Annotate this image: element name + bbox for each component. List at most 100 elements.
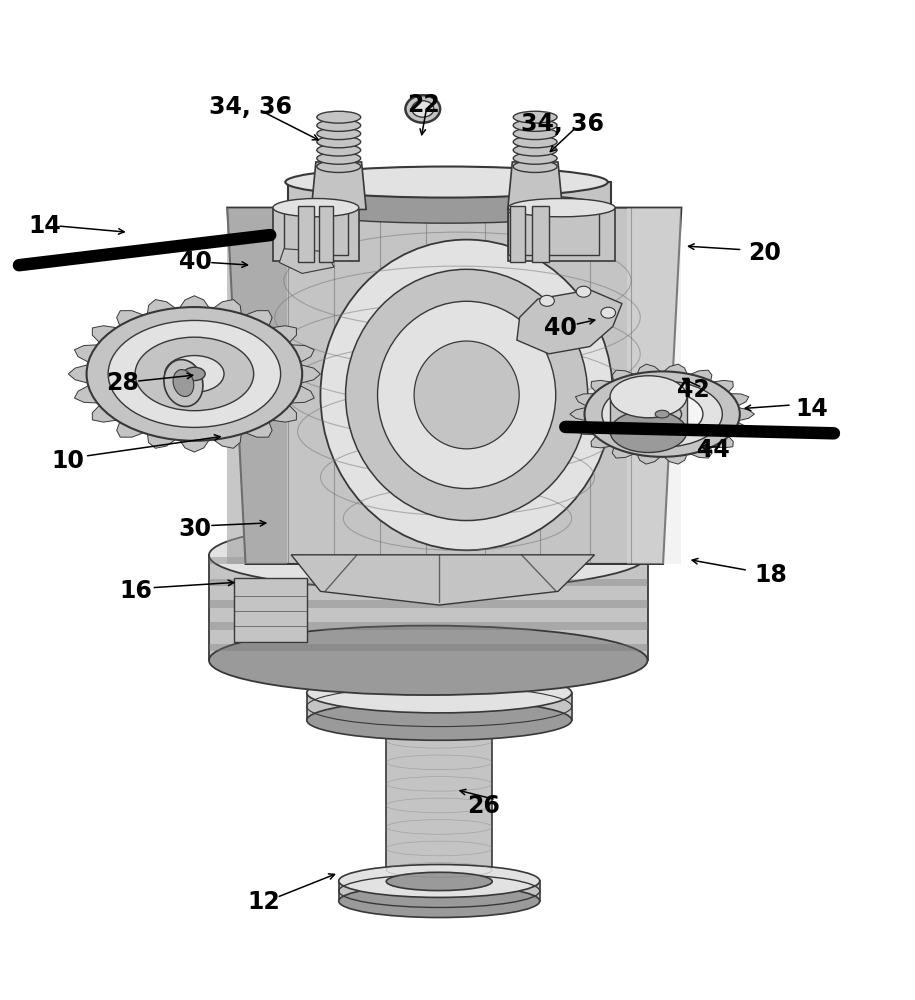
Polygon shape bbox=[508, 212, 599, 255]
Ellipse shape bbox=[540, 295, 554, 306]
Polygon shape bbox=[209, 555, 648, 660]
Ellipse shape bbox=[610, 410, 687, 452]
Polygon shape bbox=[288, 182, 611, 209]
Polygon shape bbox=[178, 438, 210, 452]
Polygon shape bbox=[279, 249, 334, 273]
Ellipse shape bbox=[285, 167, 608, 198]
Ellipse shape bbox=[317, 136, 361, 148]
Text: 42: 42 bbox=[677, 378, 709, 402]
Ellipse shape bbox=[621, 392, 703, 437]
Polygon shape bbox=[662, 364, 688, 375]
Polygon shape bbox=[576, 421, 597, 435]
Polygon shape bbox=[116, 311, 147, 328]
Polygon shape bbox=[74, 345, 102, 364]
Ellipse shape bbox=[317, 119, 361, 131]
Ellipse shape bbox=[513, 128, 557, 140]
Ellipse shape bbox=[405, 95, 440, 123]
Polygon shape bbox=[318, 206, 333, 262]
Polygon shape bbox=[517, 290, 622, 354]
Polygon shape bbox=[297, 206, 314, 262]
Text: 34, 36: 34, 36 bbox=[522, 112, 605, 136]
Polygon shape bbox=[710, 435, 733, 448]
Text: 40: 40 bbox=[178, 250, 211, 274]
Ellipse shape bbox=[317, 152, 361, 164]
Polygon shape bbox=[227, 208, 286, 564]
Ellipse shape bbox=[414, 341, 519, 449]
Polygon shape bbox=[116, 420, 147, 437]
Text: 20: 20 bbox=[748, 241, 780, 265]
Ellipse shape bbox=[601, 307, 616, 318]
Ellipse shape bbox=[386, 872, 492, 891]
Polygon shape bbox=[297, 364, 320, 384]
Polygon shape bbox=[612, 446, 637, 458]
Polygon shape bbox=[570, 407, 588, 421]
Polygon shape bbox=[662, 453, 688, 464]
Ellipse shape bbox=[610, 376, 687, 418]
Ellipse shape bbox=[320, 240, 613, 550]
Polygon shape bbox=[576, 394, 597, 407]
Polygon shape bbox=[727, 394, 748, 407]
Ellipse shape bbox=[513, 152, 557, 164]
Ellipse shape bbox=[655, 410, 669, 418]
Polygon shape bbox=[273, 208, 359, 261]
Ellipse shape bbox=[273, 199, 359, 217]
Ellipse shape bbox=[412, 101, 434, 117]
Polygon shape bbox=[688, 446, 712, 458]
Polygon shape bbox=[92, 403, 121, 422]
Polygon shape bbox=[210, 431, 242, 448]
Polygon shape bbox=[627, 208, 682, 564]
Text: 18: 18 bbox=[755, 563, 787, 587]
Polygon shape bbox=[591, 380, 614, 394]
Polygon shape bbox=[242, 311, 272, 328]
Polygon shape bbox=[508, 208, 615, 261]
Polygon shape bbox=[287, 384, 314, 403]
Polygon shape bbox=[268, 326, 296, 345]
Polygon shape bbox=[74, 384, 102, 403]
Ellipse shape bbox=[173, 370, 194, 397]
Ellipse shape bbox=[513, 136, 557, 148]
Polygon shape bbox=[209, 579, 648, 586]
Ellipse shape bbox=[513, 119, 557, 131]
Polygon shape bbox=[612, 370, 637, 383]
Ellipse shape bbox=[386, 703, 492, 722]
Text: 26: 26 bbox=[467, 794, 500, 818]
Ellipse shape bbox=[642, 403, 682, 425]
Ellipse shape bbox=[508, 199, 615, 217]
Polygon shape bbox=[688, 370, 712, 383]
Polygon shape bbox=[209, 622, 648, 630]
Polygon shape bbox=[736, 407, 755, 421]
Polygon shape bbox=[209, 644, 648, 651]
Ellipse shape bbox=[317, 128, 361, 140]
Ellipse shape bbox=[317, 111, 361, 123]
Polygon shape bbox=[610, 397, 687, 431]
Ellipse shape bbox=[513, 111, 557, 123]
Text: 10: 10 bbox=[51, 449, 84, 473]
Text: 34, 36: 34, 36 bbox=[209, 95, 292, 119]
Polygon shape bbox=[533, 206, 549, 262]
Ellipse shape bbox=[339, 885, 540, 918]
Polygon shape bbox=[92, 326, 121, 345]
Polygon shape bbox=[209, 557, 648, 564]
Polygon shape bbox=[147, 431, 178, 448]
Polygon shape bbox=[242, 420, 272, 437]
Ellipse shape bbox=[307, 673, 572, 713]
Text: 12: 12 bbox=[247, 890, 280, 914]
Ellipse shape bbox=[585, 371, 740, 457]
Ellipse shape bbox=[209, 521, 648, 590]
Polygon shape bbox=[637, 364, 662, 375]
Polygon shape bbox=[268, 403, 296, 422]
Polygon shape bbox=[511, 206, 525, 262]
Ellipse shape bbox=[184, 367, 205, 381]
Polygon shape bbox=[637, 453, 662, 464]
Polygon shape bbox=[178, 296, 210, 310]
Polygon shape bbox=[209, 600, 648, 608]
Polygon shape bbox=[210, 300, 242, 316]
Polygon shape bbox=[287, 345, 314, 364]
Ellipse shape bbox=[602, 381, 722, 447]
Ellipse shape bbox=[87, 307, 302, 441]
Polygon shape bbox=[339, 881, 540, 901]
Text: 14: 14 bbox=[28, 214, 61, 238]
Polygon shape bbox=[386, 712, 492, 881]
Polygon shape bbox=[508, 162, 563, 209]
Ellipse shape bbox=[576, 286, 591, 297]
